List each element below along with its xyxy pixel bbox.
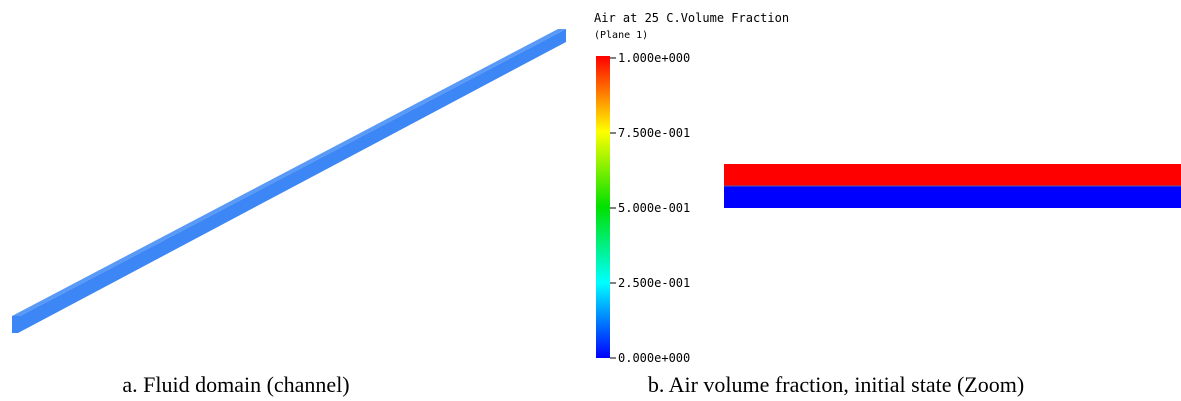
caption: a. Fluid domain (channel) — [122, 372, 349, 397]
tick-label: 2.500e-001 — [618, 276, 690, 290]
legend-subtitle: (Plane 1) — [594, 30, 648, 41]
tick-label: 5.000e-001 — [618, 201, 690, 215]
panel-a: a. Fluid domain (channel) — [12, 29, 566, 397]
tick-label: 1.000e+000 — [618, 51, 690, 65]
colorbar — [596, 56, 610, 358]
water-region — [724, 186, 1181, 208]
channel — [12, 29, 566, 333]
tick-label: 7.500e-001 — [618, 126, 690, 140]
figure: a. Fluid domain (channel) Air at 25 C.Vo… — [0, 0, 1181, 401]
tick-label: 0.000e+000 — [618, 351, 690, 365]
panel-b: Air at 25 C.Volume Fraction (Plane 1) 1.… — [594, 11, 1181, 397]
caption: b. Air volume fraction, initial state (Z… — [648, 372, 1024, 397]
legend-title: Air at 25 C.Volume Fraction — [594, 11, 789, 25]
channel-top — [12, 29, 566, 316]
colorbar-ticks: 1.000e+000 7.500e-001 5.000e-001 2.500e-001… — [610, 51, 690, 365]
air-region — [724, 164, 1181, 186]
